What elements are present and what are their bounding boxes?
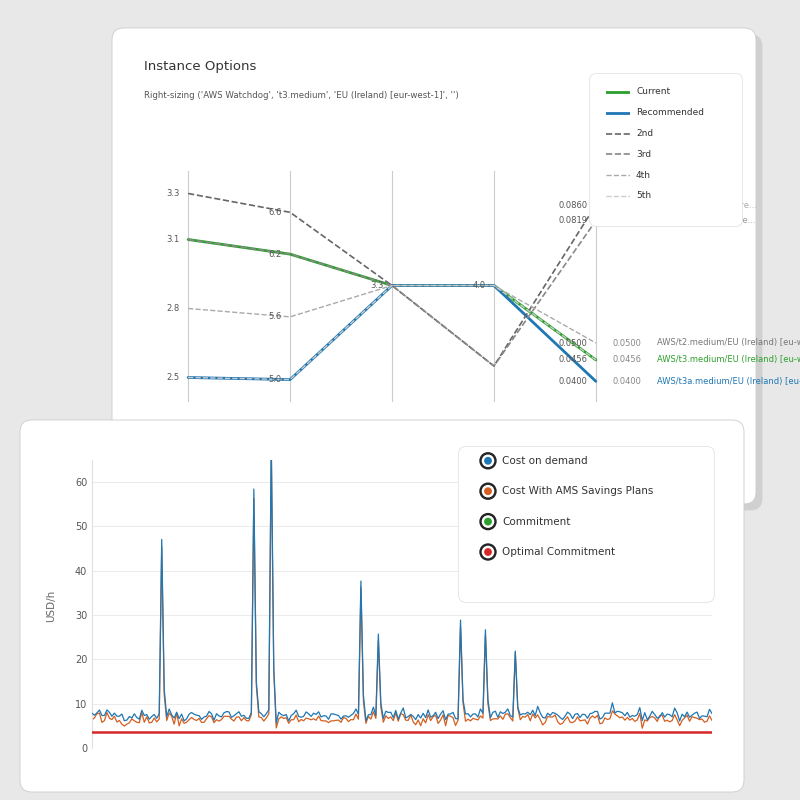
Text: AWS/t3.medium/EU (Ireland) [eu-west-1]/Linux: AWS/t3.medium/EU (Ireland) [eu-west-1]/L… [657,355,800,364]
Text: 3.3: 3.3 [166,189,180,198]
Text: 3rd: 3rd [636,150,651,159]
Text: Commitment: Commitment [502,517,570,526]
Text: 3.1: 3.1 [166,235,180,244]
Text: AWS/t2.medium/EU (Ireland) [eu-west-1]/Linux: AWS/t2.medium/EU (Ireland) [eu-west-1]/L… [657,338,800,347]
Text: Cost on demand: Cost on demand [502,456,588,466]
Text: Cost With AMS Savings Plans: Cost With AMS Savings Plans [502,486,654,496]
Text: 0.0819: 0.0819 [558,216,588,226]
Text: MemoryGB: MemoryGB [469,442,519,451]
Text: 0.0400: 0.0400 [612,377,641,386]
Text: 0.0860: 0.0860 [612,201,642,210]
Text: 0.0819: 0.0819 [612,216,641,226]
Text: CPUCapacity
GHz: CPUCapacity GHz [262,442,319,462]
Text: 0.0500: 0.0500 [612,338,641,347]
Text: 6.2: 6.2 [269,250,282,258]
Text: Current: Current [636,87,670,97]
Text: AWS/t3a.large/EU (Ire...: AWS/t3a.large/EU (Ire... [657,216,756,226]
Text: 5th: 5th [636,191,651,201]
Text: 0.0400: 0.0400 [559,377,588,386]
Text: CPUClock
SpeedGHz: CPUClock SpeedGHz [165,442,212,462]
Text: 6.6: 6.6 [269,208,282,217]
Text: 3.3: 3.3 [370,281,384,290]
Text: 0.0456: 0.0456 [558,355,588,364]
Text: 0.0860: 0.0860 [558,201,588,210]
Text: OnDemandPrice
(USD/h): OnDemandPrice (USD/h) [559,442,633,462]
Text: AWS/t3a.medium/EU (Ireland) [eu-west-1]/Linux: AWS/t3a.medium/EU (Ireland) [eu-west-1]/… [657,377,800,386]
Text: Instance Options: Instance Options [144,61,256,74]
Text: 0.0500: 0.0500 [559,338,588,347]
Text: Right-sizing ('AWS Watchdog', 't3.medium', 'EU (Ireland) [eur-west-1]', ''): Right-sizing ('AWS Watchdog', 't3.medium… [144,90,458,100]
Text: AWS/c5a.large/EU (Ire...: AWS/c5a.large/EU (Ire... [657,201,757,210]
Text: USD/h: USD/h [46,590,56,622]
Text: 5.0: 5.0 [269,375,282,384]
Text: 0.0456: 0.0456 [612,355,641,364]
Text: 4.0: 4.0 [473,281,486,290]
Text: 2.8: 2.8 [166,304,180,313]
Text: 2.5: 2.5 [167,373,180,382]
Text: Optimal Commitment: Optimal Commitment [502,547,615,557]
Text: 2nd: 2nd [636,129,653,138]
Text: 4th: 4th [636,170,651,180]
Text: 5.6: 5.6 [269,312,282,322]
Text: CPUCores: CPUCores [370,442,414,451]
Text: Recommended: Recommended [636,108,704,118]
